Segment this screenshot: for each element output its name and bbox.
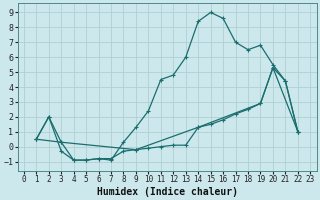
X-axis label: Humidex (Indice chaleur): Humidex (Indice chaleur) [97,186,237,197]
